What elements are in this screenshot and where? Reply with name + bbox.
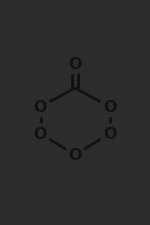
Circle shape — [31, 124, 50, 144]
Text: O: O — [34, 127, 47, 142]
Text: O: O — [103, 100, 116, 115]
Text: O: O — [103, 127, 116, 142]
Text: O: O — [34, 100, 47, 115]
Circle shape — [100, 124, 119, 144]
Text: O: O — [68, 57, 82, 72]
Circle shape — [65, 145, 85, 165]
Text: O: O — [68, 148, 82, 162]
Circle shape — [100, 98, 119, 117]
Circle shape — [31, 98, 50, 117]
Circle shape — [65, 55, 85, 74]
